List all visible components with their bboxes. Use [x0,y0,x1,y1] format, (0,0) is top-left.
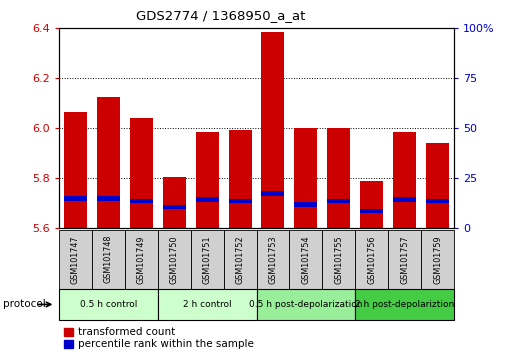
Bar [360,181,383,228]
Bar [256,289,355,320]
Bar [388,230,421,289]
Bar [64,112,87,228]
Bar [130,118,153,228]
Bar [393,197,416,202]
Bar [228,199,251,203]
Bar [92,230,125,289]
Text: GSM101756: GSM101756 [367,235,376,284]
Bar [355,289,454,320]
Bar [393,132,416,228]
Bar [289,230,322,289]
Text: GSM101754: GSM101754 [301,235,310,284]
Text: GSM101748: GSM101748 [104,235,113,284]
Text: GDS2774 / 1368950_a_at: GDS2774 / 1368950_a_at [136,9,305,22]
Bar [195,197,219,202]
Bar [355,230,388,289]
Bar [64,196,87,201]
Bar [426,199,449,203]
Bar [256,230,289,289]
Text: 0.5 h post-depolarization: 0.5 h post-depolarization [249,300,363,309]
Bar [163,177,186,228]
Bar [262,191,285,195]
Bar [327,129,350,228]
Bar [163,205,186,209]
Text: 2 h control: 2 h control [183,300,231,309]
Text: GSM101757: GSM101757 [400,235,409,284]
Text: GSM101747: GSM101747 [71,235,80,284]
Text: GSM101751: GSM101751 [203,235,212,284]
Bar [125,230,158,289]
Bar [158,289,256,320]
Text: 2 h post-depolariztion: 2 h post-depolariztion [355,300,454,309]
Bar [224,230,256,289]
Text: GSM101749: GSM101749 [137,235,146,284]
Bar [228,130,251,228]
Bar [158,230,191,289]
Text: 0.5 h control: 0.5 h control [80,300,137,309]
Legend: transformed count, percentile rank within the sample: transformed count, percentile rank withi… [64,327,253,349]
Bar [97,97,120,228]
Bar [327,199,350,203]
Bar [191,230,224,289]
Bar [322,230,355,289]
Bar [130,199,153,203]
Bar [360,209,383,213]
Bar [421,230,454,289]
Bar [262,32,285,228]
Text: GSM101755: GSM101755 [334,235,343,284]
Bar [294,202,318,207]
Bar [59,230,92,289]
Bar [97,196,120,201]
Bar [294,129,318,228]
Text: protocol: protocol [3,299,45,309]
Text: GSM101759: GSM101759 [433,235,442,284]
Text: GSM101752: GSM101752 [235,235,245,284]
Text: GSM101750: GSM101750 [170,235,179,284]
Bar [59,289,158,320]
Bar [195,132,219,228]
Text: GSM101753: GSM101753 [268,235,278,284]
Bar [426,143,449,228]
